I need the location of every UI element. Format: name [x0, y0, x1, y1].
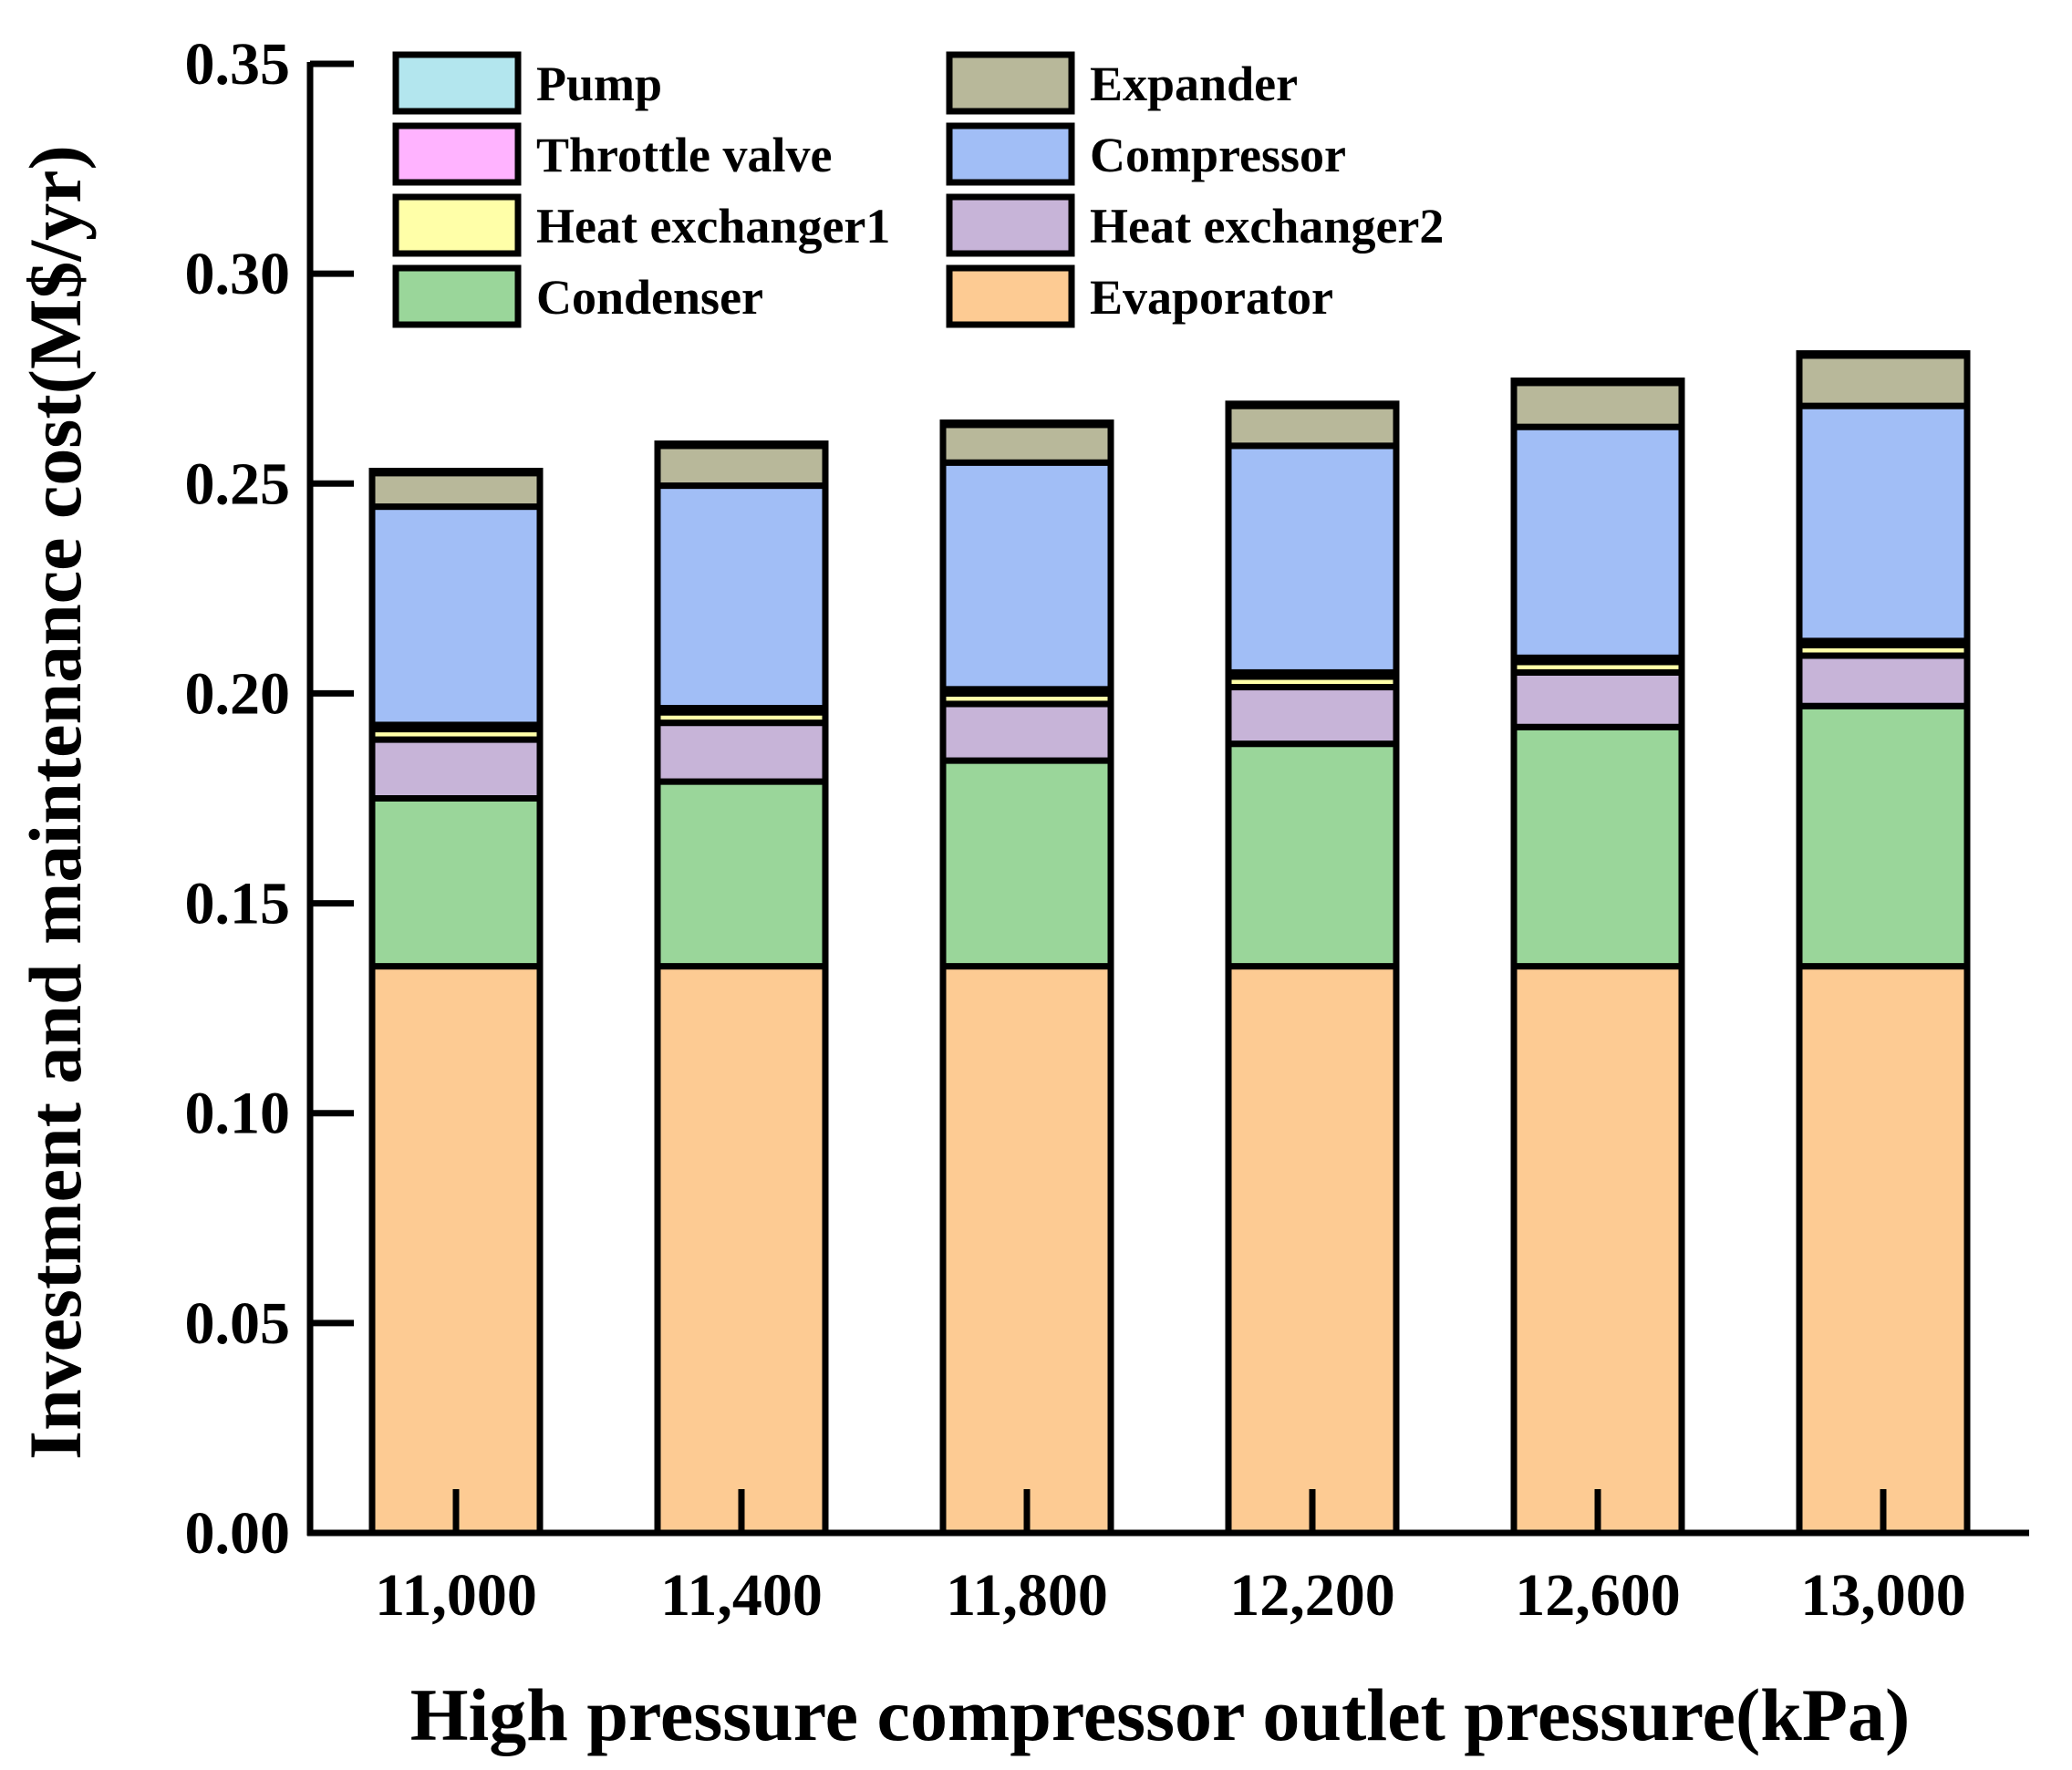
bar-pump-13-000: [1796, 350, 1971, 359]
bar-stack-12-200: [1225, 400, 1400, 1537]
x-tick-label: 12,600: [1515, 1562, 1681, 1629]
x-tick-label: 11,400: [660, 1562, 823, 1629]
bar-evaporator-12-600: [1510, 963, 1685, 1537]
y-tick-label: 0.05: [185, 1290, 291, 1357]
bar-stack-12-600: [1510, 378, 1685, 1537]
legend-item-expander: Expander: [946, 51, 1298, 115]
bar-heat-exchanger2-11-000: [368, 736, 544, 802]
bar-compressor-12-200: [1225, 442, 1400, 676]
legend-item-heat-exchanger2: Heat exchanger2: [946, 193, 1444, 257]
legend-swatch: [946, 264, 1075, 328]
bar-condenser-13-000: [1796, 702, 1971, 970]
bar-compressor-12-600: [1510, 423, 1685, 661]
legend-item-pump: Pump: [392, 51, 662, 115]
legend-label: Throttle valve: [536, 128, 832, 182]
legend-swatch: [392, 193, 522, 257]
y-tick-label: 0.15: [185, 871, 291, 937]
bar-expander-12-600: [1510, 379, 1685, 430]
bar-heat-exchanger2-12-600: [1510, 668, 1685, 730]
legend-label: Compressor: [1090, 128, 1346, 182]
legend-item-evaporator: Evaporator: [946, 264, 1333, 328]
y-tick-label: 0.25: [185, 450, 291, 517]
legend-label: Evaporator: [1090, 270, 1333, 325]
legend-label: Expander: [1090, 57, 1298, 111]
bar-heat-exchanger2-11-400: [654, 719, 829, 785]
bar-pump-12-200: [1225, 400, 1400, 409]
legend-swatch: [946, 51, 1075, 115]
x-axis-ticks: 11,000 11,400 11,800 12,200 12,600 13,000: [375, 1489, 1966, 1629]
axes: [306, 62, 2029, 1537]
y-tick-label: 0.00: [185, 1500, 291, 1567]
legend-item-heat-exchanger1: Heat exchanger1: [392, 193, 890, 257]
y-tick-label: 0.10: [185, 1081, 291, 1147]
bar-expander-11-400: [654, 442, 829, 490]
legend: Pump Expander Throttle valve Compressor Heat…: [392, 51, 1444, 328]
bar-evaporator-11-800: [939, 963, 1114, 1537]
bar-expander-12-200: [1225, 402, 1400, 450]
legend-label: Heat exchanger2: [1090, 199, 1444, 254]
bar-compressor-11-000: [368, 503, 544, 729]
bar-evaporator-11-000: [368, 963, 544, 1537]
legend-swatch: [946, 122, 1075, 186]
bar-compressor-11-800: [939, 459, 1114, 693]
legend-swatch: [392, 51, 522, 115]
bar-evaporator-11-400: [654, 963, 829, 1537]
x-tick-label: 13,000: [1800, 1562, 1966, 1629]
legend-label: Heat exchanger1: [536, 199, 890, 254]
legend-label: Pump: [536, 57, 662, 111]
bar-condenser-12-600: [1510, 723, 1685, 970]
bar-stacks: [368, 350, 1971, 1537]
bar-evaporator-13-000: [1796, 963, 1971, 1537]
bar-pump-11-400: [654, 440, 829, 450]
bar-compressor-13-000: [1796, 402, 1971, 645]
legend-item-throttle-valve: Throttle valve: [392, 122, 832, 186]
bar-compressor-11-400: [654, 482, 829, 712]
bar-stack-13-000: [1796, 350, 1971, 1537]
bar-condenser-12-200: [1225, 740, 1400, 970]
y-tick-label: 0.35: [185, 31, 291, 98]
y-tick-label: 0.20: [185, 660, 291, 727]
legend-item-compressor: Compressor: [946, 122, 1346, 186]
bar-pump-11-000: [368, 467, 544, 477]
bar-condenser-11-400: [654, 778, 829, 970]
bar-pump-11-800: [939, 419, 1114, 429]
bar-stack-11-400: [654, 440, 829, 1537]
bar-heat-exchanger2-11-800: [939, 700, 1114, 764]
y-axis-title: Investment and maintenance cost(M$/yr): [14, 145, 97, 1460]
legend-item-condenser: Condenser: [392, 264, 763, 328]
bar-expander-13-000: [1796, 352, 1971, 409]
bar-expander-11-800: [939, 421, 1114, 466]
bar-heat-exchanger2-12-200: [1225, 684, 1400, 748]
bar-condenser-11-800: [939, 757, 1114, 970]
x-tick-label: 11,000: [375, 1562, 537, 1629]
legend-swatch: [946, 193, 1075, 257]
x-tick-label: 11,800: [946, 1562, 1108, 1629]
bar-expander-11-000: [368, 470, 544, 511]
bar-condenser-11-000: [368, 795, 544, 970]
bar-stack-11-000: [368, 467, 544, 1537]
x-tick-label: 12,200: [1229, 1562, 1395, 1629]
legend-swatch: [392, 122, 522, 186]
y-axis-ticks: 0.00 0.05 0.10 0.15 0.20 0.25 0.30 0.35: [185, 31, 354, 1567]
y-tick-label: 0.30: [185, 241, 291, 307]
bar-heat-exchanger2-13-000: [1796, 652, 1971, 709]
bar-stack-11-800: [939, 419, 1114, 1537]
bar-pump-12-600: [1510, 378, 1685, 387]
legend-label: Condenser: [536, 270, 763, 325]
x-axis-title: High pressure compressor outlet pressure…: [410, 1673, 1911, 1756]
legend-swatch: [392, 264, 522, 328]
bar-evaporator-12-200: [1225, 963, 1400, 1537]
